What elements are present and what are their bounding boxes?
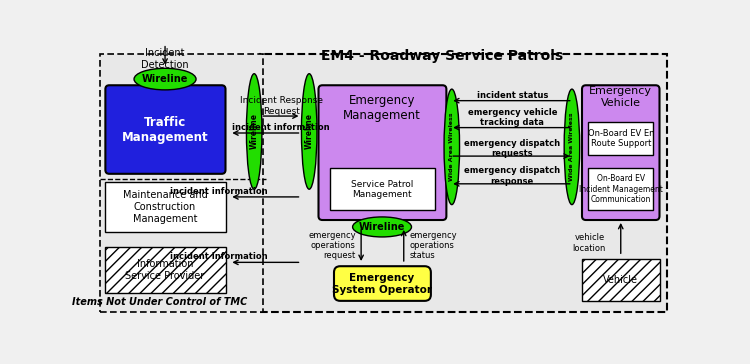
FancyBboxPatch shape [582,85,659,220]
Text: Wireline: Wireline [304,114,313,150]
Text: Emergency
Management: Emergency Management [343,94,421,122]
Bar [330,168,435,210]
Text: Service Patrol
Management: Service Patrol Management [351,179,413,199]
Text: Wireline: Wireline [142,74,188,84]
Text: Wide Area Wireless: Wide Area Wireless [569,112,574,181]
Text: Maintenance and
Construction
Management: Maintenance and Construction Management [123,190,208,223]
Text: On-Board EV
Incident Management
Communication: On-Board EV Incident Management Communic… [579,174,663,204]
Ellipse shape [134,68,196,90]
Text: Items Not Under Control of TMC: Items Not Under Control of TMC [72,297,248,308]
Bar [260,55,668,312]
Bar [588,122,653,155]
Text: Traffic
Management: Traffic Management [122,116,208,144]
Bar [100,55,262,312]
Ellipse shape [247,74,262,189]
Bar [588,168,653,210]
Text: emergency dispatch
response: emergency dispatch response [464,166,560,186]
Bar [582,258,659,301]
Text: vehicle
location: vehicle location [572,233,605,253]
FancyBboxPatch shape [105,85,226,174]
Text: Wide Area Wireless: Wide Area Wireless [449,112,454,181]
Text: Emergency
System Operator: Emergency System Operator [332,273,432,295]
Text: emergency
operations
status: emergency operations status [410,230,458,260]
Text: emergency
operations
request: emergency operations request [308,230,356,260]
Ellipse shape [352,217,412,237]
FancyBboxPatch shape [319,85,446,220]
Text: Incident
Detection: Incident Detection [141,48,189,70]
Bar [105,182,226,232]
Text: EM4 - Roadway Service Patrols: EM4 - Roadway Service Patrols [322,49,563,63]
Text: emergency vehicle
tracking data: emergency vehicle tracking data [467,108,557,127]
Text: incident information: incident information [232,123,330,132]
Ellipse shape [564,89,580,205]
Ellipse shape [302,74,317,189]
Text: emergency dispatch
requests: emergency dispatch requests [464,139,560,158]
Text: Vehicle: Vehicle [603,275,638,285]
Text: Information
Service Provider: Information Service Provider [125,259,205,281]
Text: incident information: incident information [170,253,268,261]
Text: Wireline: Wireline [358,222,405,232]
Text: incident information: incident information [170,187,268,196]
Text: incident status: incident status [476,91,548,100]
FancyBboxPatch shape [334,266,430,301]
Text: Incident Response
Request: Incident Response Request [240,96,322,116]
Bar [105,247,226,293]
Text: Emergency
Vehicle: Emergency Vehicle [590,86,652,108]
Text: Wireline: Wireline [250,114,259,150]
Ellipse shape [444,89,460,205]
Text: On-Board EV En
Route Support: On-Board EV En Route Support [587,129,654,148]
